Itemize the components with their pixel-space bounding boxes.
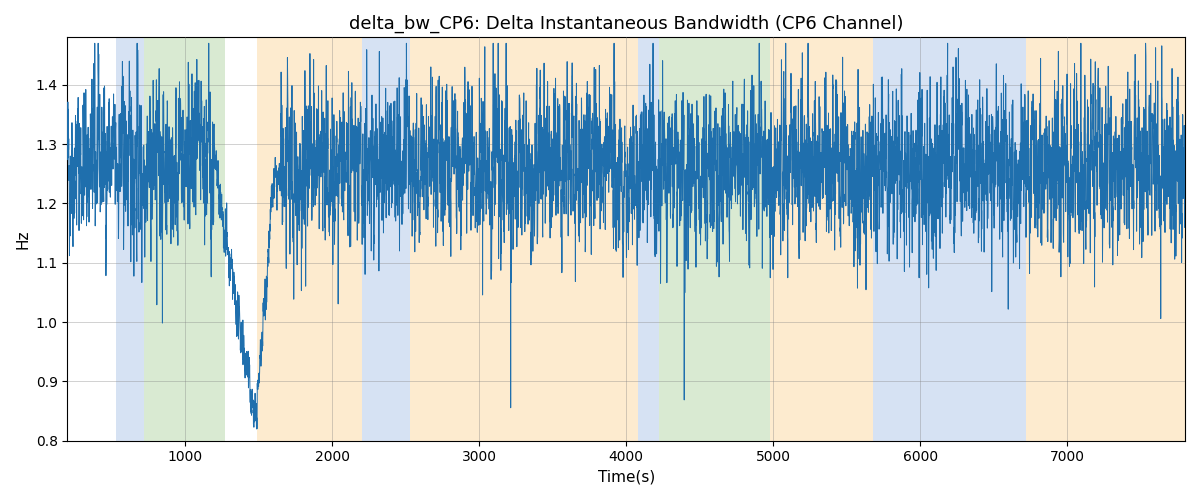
Bar — [116, 38, 144, 440]
Bar — [638, 38, 659, 440]
Bar — [257, 38, 361, 440]
Bar — [361, 38, 410, 440]
Bar — [874, 38, 1026, 440]
Bar — [1026, 38, 1186, 440]
Bar — [770, 38, 874, 440]
X-axis label: Time(s): Time(s) — [598, 470, 655, 485]
Bar — [659, 38, 770, 440]
Bar — [410, 38, 638, 440]
Title: delta_bw_CP6: Delta Instantaneous Bandwidth (CP6 Channel): delta_bw_CP6: Delta Instantaneous Bandwi… — [349, 15, 904, 34]
Y-axis label: Hz: Hz — [16, 230, 30, 249]
Bar — [144, 38, 224, 440]
